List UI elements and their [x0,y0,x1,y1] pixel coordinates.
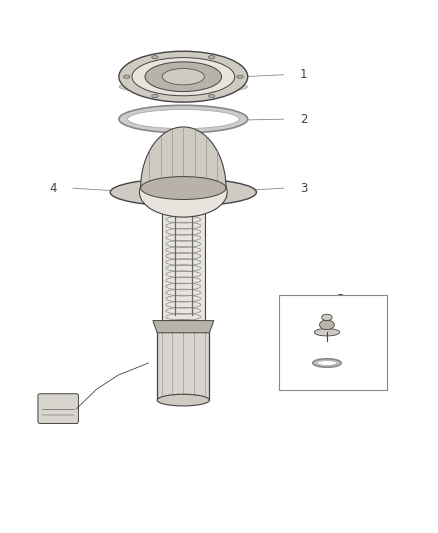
Polygon shape [141,127,226,188]
Ellipse shape [237,75,243,78]
Ellipse shape [127,110,239,128]
Ellipse shape [317,361,337,366]
Text: 1: 1 [300,68,307,81]
Polygon shape [157,326,209,400]
Ellipse shape [162,205,205,214]
Ellipse shape [119,80,248,93]
FancyBboxPatch shape [38,394,78,423]
Ellipse shape [119,51,248,102]
Text: 4: 4 [49,182,57,195]
Ellipse shape [320,320,334,329]
Ellipse shape [157,320,209,332]
Ellipse shape [162,69,205,85]
Ellipse shape [162,321,205,330]
Polygon shape [153,320,214,333]
Text: 6: 6 [371,341,378,353]
Ellipse shape [141,176,226,199]
Ellipse shape [124,75,130,78]
Ellipse shape [208,55,215,59]
Ellipse shape [208,94,215,98]
Text: 2: 2 [300,112,307,126]
Polygon shape [162,209,205,326]
Ellipse shape [313,359,341,367]
Ellipse shape [145,62,222,92]
Ellipse shape [157,394,209,406]
Ellipse shape [119,106,248,133]
Ellipse shape [314,328,339,336]
Ellipse shape [139,167,227,217]
Bar [279,295,387,390]
Ellipse shape [152,94,158,98]
Text: 5: 5 [336,293,344,306]
Ellipse shape [322,314,332,320]
Ellipse shape [110,179,256,206]
Ellipse shape [152,55,158,59]
Text: 3: 3 [300,182,307,195]
Ellipse shape [132,58,235,96]
